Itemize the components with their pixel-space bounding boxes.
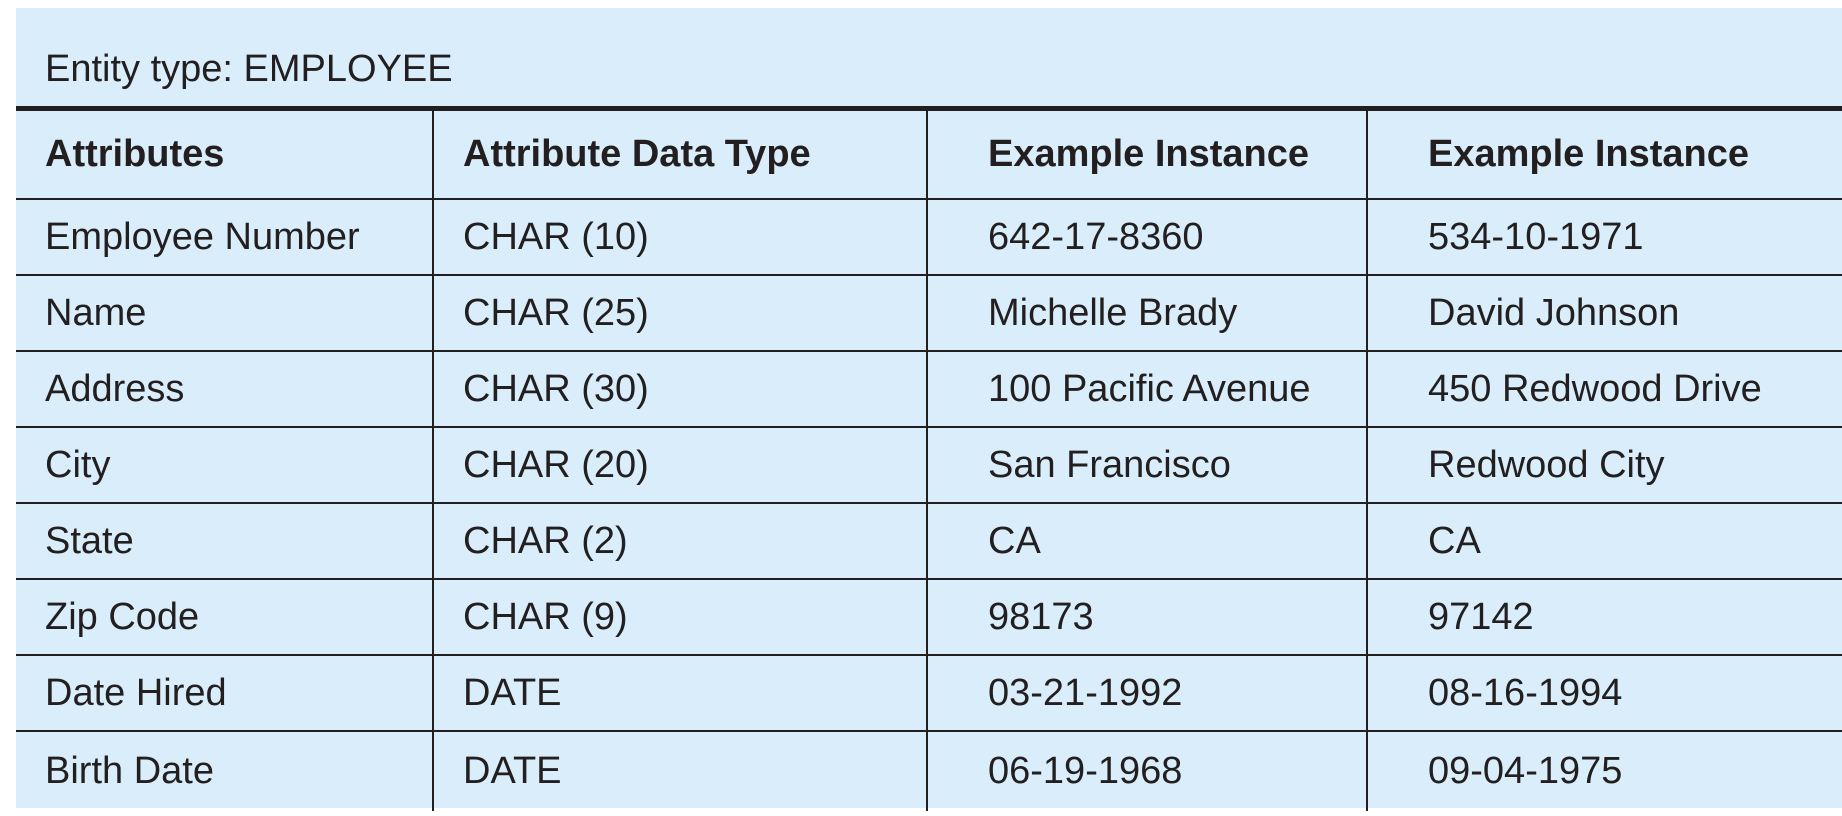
data-type-cell: CHAR (10) xyxy=(432,199,927,276)
table-header-row: Attributes Attribute Data Type Example I… xyxy=(16,111,1842,200)
data-type-cell: DATE xyxy=(432,655,927,732)
data-type-cell: CHAR (20) xyxy=(432,427,927,504)
data-type-cell: CHAR (9) xyxy=(432,579,927,656)
example-instance-cell: 08-16-1994 xyxy=(1366,655,1842,732)
entity-type-caption: Entity type: EMPLOYEE xyxy=(45,48,453,90)
header-attribute-data-type: Attribute Data Type xyxy=(432,111,927,200)
example-instance-cell: 97142 xyxy=(1366,579,1842,656)
attribute-name-cell: Address xyxy=(16,351,433,428)
header-example-instance-1: Example Instance xyxy=(926,111,1367,200)
data-type-cell: CHAR (2) xyxy=(432,503,927,580)
table-row: City CHAR (20) San Francisco Redwood Cit… xyxy=(16,427,1842,504)
attribute-name-cell: State xyxy=(16,503,433,580)
example-instance-cell: 09-04-1975 xyxy=(1366,731,1842,811)
attribute-name-cell: City xyxy=(16,427,433,504)
example-instance-cell: San Francisco xyxy=(926,427,1367,504)
attribute-name-cell: Birth Date xyxy=(45,750,214,792)
example-instance-cell: 06-19-1968 xyxy=(926,731,1367,811)
table-row: Zip Code CHAR (9) 98173 97142 xyxy=(16,579,1842,656)
table-row: Birth Date DATE 06-19-1968 09-04-1975 xyxy=(16,731,1842,811)
example-instance-cell: 450 Redwood Drive xyxy=(1366,351,1842,428)
data-type-cell: DATE xyxy=(432,731,927,811)
data-type-cell: CHAR (30) xyxy=(432,351,927,428)
attribute-name-cell: Zip Code xyxy=(16,579,433,656)
data-type-cell: CHAR (25) xyxy=(432,275,927,352)
attribute-name-cell: Name xyxy=(16,275,433,352)
header-rule xyxy=(16,106,1842,111)
attribute-name-cell: Date Hired xyxy=(16,655,433,732)
entity-panel: Entity type: EMPLOYEE Attributes Attribu… xyxy=(16,8,1842,811)
example-instance-cell: CA xyxy=(926,503,1367,580)
table-row: Address CHAR (30) 100 Pacific Avenue 450… xyxy=(16,351,1842,428)
example-instance-cell: 534-10-1971 xyxy=(1366,199,1842,276)
table-row: Employee Number CHAR (10) 642-17-8360 53… xyxy=(16,199,1842,276)
employee-attributes-table: Attributes Attribute Data Type Example I… xyxy=(16,111,1842,811)
example-instance-cell: CA xyxy=(1366,503,1842,580)
example-instance-cell: David Johnson xyxy=(1366,275,1842,352)
example-instance-cell: Michelle Brady xyxy=(926,275,1367,352)
header-attributes: Attributes xyxy=(16,111,433,200)
example-instance-cell: 642-17-8360 xyxy=(926,199,1367,276)
attribute-name-cell: Employee Number xyxy=(16,199,433,276)
example-instance-cell: 98173 xyxy=(926,579,1367,656)
header-example-instance-2: Example Instance xyxy=(1366,111,1842,200)
table-row: State CHAR (2) CA CA xyxy=(16,503,1842,580)
example-instance-cell: 03-21-1992 xyxy=(926,655,1367,732)
example-instance-cell: Redwood City xyxy=(1366,427,1842,504)
table-row: Date Hired DATE 03-21-1992 08-16-1994 xyxy=(16,655,1842,732)
table-row: Name CHAR (25) Michelle Brady David John… xyxy=(16,275,1842,352)
example-instance-cell: 100 Pacific Avenue xyxy=(926,351,1367,428)
